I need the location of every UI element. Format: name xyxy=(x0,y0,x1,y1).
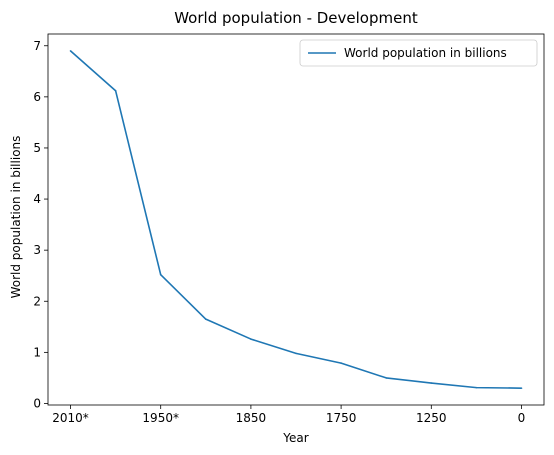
data-point xyxy=(520,387,523,389)
y-tick-label: 0 xyxy=(33,396,41,410)
data-point xyxy=(430,382,433,384)
y-tick-label: 5 xyxy=(33,141,41,155)
axes-frame xyxy=(47,33,545,406)
y-tick-label: 3 xyxy=(33,243,41,257)
y-tick-label: 7 xyxy=(33,39,41,53)
plot-area: 0 1 2 3 4 5 6 7 2010* 1950* 1850 1750 1250 0 xyxy=(33,33,545,425)
legend: World population in billions xyxy=(299,39,538,67)
data-point xyxy=(114,89,117,92)
data-point xyxy=(295,352,297,355)
y-tick-label: 1 xyxy=(33,345,41,359)
data-point xyxy=(475,386,478,389)
y-tick-label: 2 xyxy=(33,294,41,308)
legend-box xyxy=(299,39,538,67)
data-point xyxy=(205,318,207,320)
x-tick-label: 2010* xyxy=(52,411,89,425)
chart-title: World population - Development xyxy=(174,9,418,27)
data-point xyxy=(69,50,72,52)
data-point xyxy=(250,338,252,340)
data-point xyxy=(159,273,162,276)
x-tick-label: 1250 xyxy=(416,411,447,425)
data-point xyxy=(385,377,388,379)
legend-label: World population in billions xyxy=(344,46,507,60)
x-tick-label: 1950* xyxy=(142,411,179,425)
x-axis-label: Year xyxy=(282,431,308,445)
y-axis-label: World population in billions xyxy=(9,136,23,299)
x-tick-label: 1850 xyxy=(236,411,267,425)
y-tick-label: 4 xyxy=(33,192,41,206)
y-tick-label: 6 xyxy=(33,90,41,104)
data-point xyxy=(340,362,342,364)
x-tick-label: 0 xyxy=(518,411,526,425)
x-tick-label: 1750 xyxy=(326,411,357,425)
series-line xyxy=(69,50,522,389)
